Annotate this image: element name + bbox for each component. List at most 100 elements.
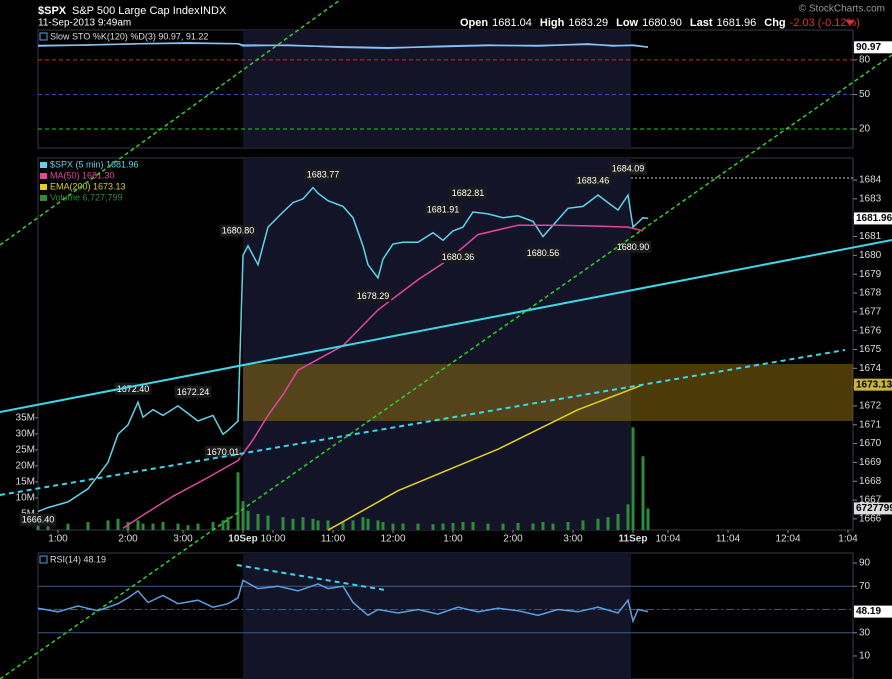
x-tick-label: 10:00 (260, 534, 285, 545)
volume-bar (281, 517, 285, 530)
quote-label: Chg (764, 17, 785, 29)
volume-bar (351, 520, 355, 530)
exchange: INDX (200, 5, 227, 17)
y-tick-label: 1672 (859, 401, 882, 412)
volume-bar (451, 522, 455, 530)
session-shade (243, 158, 631, 530)
volume-bar (211, 521, 215, 530)
legend-label: MA(50) 1681.30 (50, 170, 115, 180)
index-name: S&P 500 Large Cap Index (72, 5, 200, 17)
price-annotation: 1678.29 (357, 291, 390, 301)
y-tick-label: 80 (859, 55, 871, 66)
x-tick-label: 11:04 (716, 534, 741, 545)
volume-bar (431, 524, 435, 530)
label-box (114, 382, 152, 395)
volume-bar (531, 523, 535, 530)
volume-bar (606, 517, 610, 530)
series-line (327, 383, 644, 531)
price-annotation: 1682.81 (452, 188, 485, 198)
last-value-label: 6727799 (856, 503, 892, 514)
y-tick-label: 20 (859, 124, 871, 135)
volume-bar (441, 523, 445, 530)
legend-swatch (39, 555, 48, 564)
y-tick-label: 1679 (859, 269, 882, 280)
label-box (524, 247, 562, 260)
volume-bar (641, 456, 645, 530)
price-annotation: 1683.46 (577, 176, 610, 186)
session-shade (243, 30, 631, 148)
legend-swatch (40, 173, 47, 179)
y-tick-label: 1667 (859, 495, 882, 506)
last-value-label: 48.19 (856, 606, 881, 617)
y-tick-label: 1681 (859, 231, 882, 242)
volume-bar (301, 517, 305, 530)
volume-bar (256, 513, 260, 530)
y2-tick-label: 10M (16, 493, 35, 504)
y-tick-label: 1680 (859, 250, 882, 261)
legend-label: $SPX (5 min) 1681.96 (50, 159, 139, 169)
y-tick-label: 1674 (859, 363, 882, 374)
volume-bar (646, 508, 650, 530)
legend-swatch (40, 162, 47, 168)
last-value-label: 1673.13 (856, 379, 892, 390)
series-line (37, 42, 649, 49)
volume-bar (246, 510, 250, 530)
label-box (614, 240, 652, 253)
session-shade (243, 553, 631, 679)
volume-bar (116, 518, 120, 530)
y-tick-label: 1666 (859, 514, 882, 525)
y-tick-label: 1676 (859, 325, 882, 336)
y-tick-label: 1677 (859, 306, 882, 317)
label-box (219, 224, 257, 237)
x-tick-label: 11Sep (619, 534, 648, 545)
label-box (574, 174, 612, 187)
y-tick-label: 10 (859, 651, 871, 662)
legend-label: Volume 6,727,799 (50, 192, 123, 202)
price-annotation: 1680.90 (617, 242, 650, 252)
last-value-box (854, 212, 892, 225)
legend-swatch (40, 184, 47, 190)
volume-bar (221, 520, 225, 530)
price-annotation: 1672.24 (177, 387, 210, 397)
label-box (354, 289, 392, 302)
volume-bar (596, 518, 600, 530)
volume-bar (196, 523, 200, 530)
x-tick-label: 1:00 (443, 534, 463, 545)
y-tick-label: 1669 (859, 457, 882, 468)
y-tick-label: 1684 (859, 175, 882, 186)
volume-bar (461, 521, 465, 530)
y-tick-label: 1668 (859, 476, 882, 487)
price-annotation: 1681.91 (427, 205, 460, 215)
last-value-box (854, 378, 892, 391)
legend-swatch (39, 32, 48, 41)
quote-value: 1681.96 (717, 17, 757, 29)
volume-bar (376, 520, 380, 530)
y2-tick-label: 25M (16, 444, 35, 455)
legend-label: EMA(200) 1673.13 (50, 181, 126, 191)
volume-bar (566, 521, 570, 530)
volume-bar (241, 501, 245, 530)
volume-bar (626, 504, 630, 530)
price-annotation: 1683.77 (307, 170, 340, 180)
y-tick-label: 1675 (859, 344, 882, 355)
x-tick-label: 12:04 (775, 534, 800, 545)
x-tick-label: 12:00 (380, 534, 405, 545)
x-tick-label: 3:00 (173, 534, 193, 545)
x-tick-label: 1:00 (48, 534, 68, 545)
x-tick-label: 3:00 (563, 534, 583, 545)
volume-bar (161, 521, 165, 530)
quote-value: -2.03 (-0.12%) (790, 17, 860, 29)
y-tick-label: 90 (859, 558, 871, 569)
volume-bar (136, 520, 140, 530)
volume-bar (126, 521, 130, 530)
label-box (439, 250, 477, 263)
volume-bar (311, 518, 315, 530)
x-tick-label: 10:04 (655, 534, 680, 545)
volume-bar (326, 520, 330, 530)
volume-bar (516, 522, 520, 530)
y-tick-label: 30 (859, 627, 871, 638)
series-line (37, 186, 649, 513)
